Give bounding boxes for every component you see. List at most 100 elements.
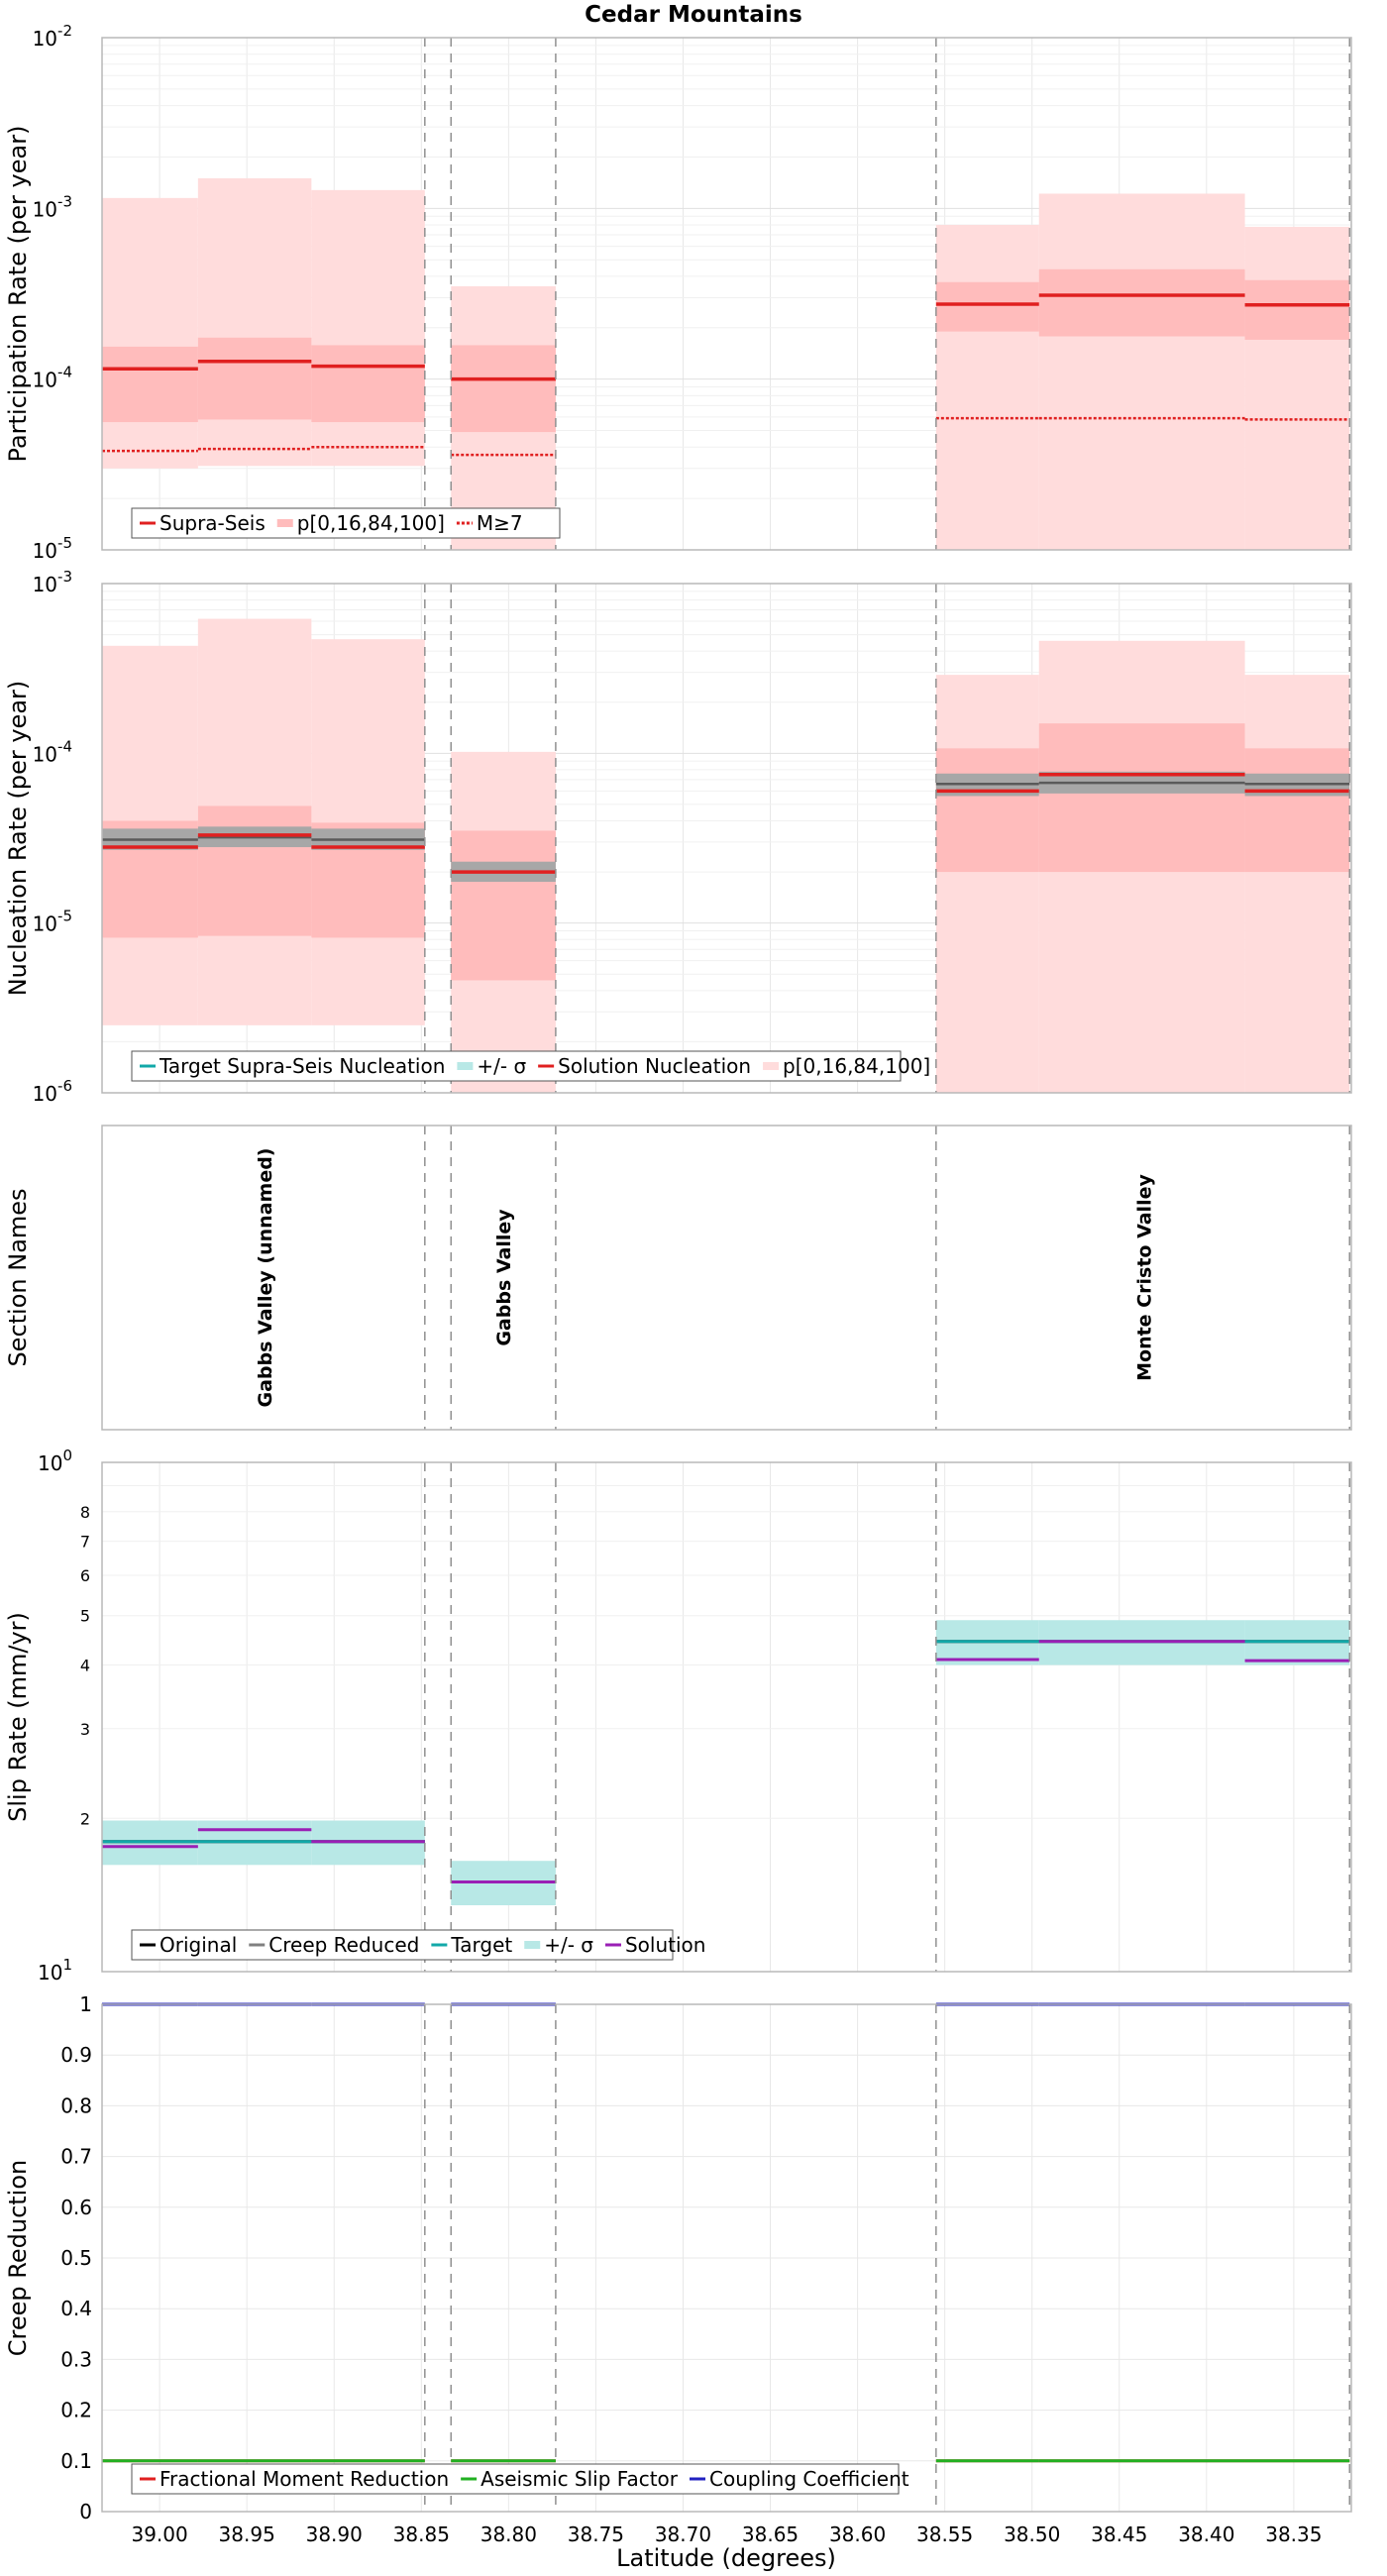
- slip-legend-label: Solution: [625, 1933, 705, 1957]
- participation-p16-p84-band: [102, 346, 198, 423]
- participation-p0-p100-band: [935, 225, 1039, 550]
- sections-panel: Section Names Gabbs Valley (unnamed) Gabbs…: [4, 1125, 1352, 1431]
- participation-p16-p84-band: [451, 345, 556, 433]
- x-tick-label: 39.00: [131, 2522, 187, 2546]
- participation-panel: 10-2 10-3 10-4 10-5 Participation Rate (per …: [4, 22, 1352, 563]
- slip-y-axis-label: Slip Rate (mm/yr): [4, 1612, 32, 1822]
- nucleation-ytick-exponent: -3: [57, 568, 72, 586]
- creep-ytick-label: 0.6: [60, 2196, 92, 2219]
- participation-p0-p100-band: [1244, 226, 1350, 551]
- nucleation-ytick-exponent: -6: [57, 1077, 72, 1095]
- x-tick-label: 38.35: [1265, 2522, 1322, 2546]
- creep-panel: 1 0.9 0.8 0.7 0.6 0.5 0.4 0.3 0.2 0.1 0 Creep Reduc…: [4, 1992, 1352, 2523]
- x-tick-label: 38.55: [916, 2522, 973, 2546]
- slip-minor-tick-label: 6: [80, 1566, 90, 1585]
- creep-ytick-label: 0.8: [60, 2093, 92, 2117]
- slip-minor-tick-label: 3: [80, 1720, 90, 1739]
- section-name-label: Gabbs Valley (unnamed): [255, 1148, 276, 1408]
- x-tick-label: 38.80: [480, 2522, 537, 2546]
- creep-legend-label: Aseismic Slip Factor: [480, 2467, 679, 2491]
- x-tick-label: 38.65: [742, 2522, 799, 2546]
- sections-frame: [101, 1125, 1352, 1431]
- participation-ytick-exponent: -4: [57, 364, 72, 381]
- slip-legend-label: Original: [160, 1933, 237, 1957]
- nucleation-legend-label: Solution Nucleation: [558, 1054, 751, 1078]
- slip-panel: 100 101 8 7 6 5 4 3 2 Slip Rate (mm/yr) Original Cr…: [4, 1447, 1352, 1985]
- creep-y-axis-label: Creep Reduction: [4, 2160, 32, 2356]
- x-tick-label: 38.50: [1004, 2522, 1060, 2546]
- creep-ytick-label: 1: [79, 1992, 92, 2016]
- nucleation-ytick-label: 10-6: [33, 1077, 72, 1106]
- nucleation-ytick-exponent: -4: [57, 737, 72, 755]
- participation-p0-p100-band: [311, 189, 425, 467]
- x-tick-label: 38.90: [306, 2522, 363, 2546]
- x-tick-label: 38.85: [393, 2522, 450, 2546]
- creep-legend-box: [131, 2463, 900, 2495]
- x-axis-label: Latitude (degrees): [616, 2544, 836, 2572]
- participation-p16-p84-band: [1244, 279, 1350, 340]
- nucleation-legend-label: p[0,16,84,100]: [783, 1054, 930, 1078]
- creep-ytick-label: 0.7: [60, 2145, 92, 2169]
- nucleation-p0-p100-band: [935, 675, 1039, 1093]
- creep-ytick-label: 0: [79, 2500, 92, 2523]
- slip-legend-box: [131, 1929, 674, 1961]
- participation-ytick-label: 10-5: [33, 534, 72, 563]
- slip-legend-label: Creep Reduced: [268, 1933, 419, 1957]
- nucleation-p16-p84-band: [1038, 723, 1245, 873]
- slip-legend: Original Creep Reduced Target +/- σ Solution: [131, 1929, 705, 1961]
- participation-p0-p100-band: [1038, 193, 1245, 550]
- x-tick-label: 38.40: [1178, 2522, 1234, 2546]
- chart-title: Cedar Mountains: [585, 2, 802, 28]
- creep-gridlines: [102, 2003, 1351, 2513]
- creep-ytick-label: 0.1: [60, 2449, 92, 2473]
- nucleation-p16-p84-band: [935, 748, 1039, 873]
- slip-minor-tick-label: 2: [80, 1809, 90, 1828]
- x-tick-label: 38.70: [655, 2522, 711, 2546]
- participation-legend-label: Supra-Seis: [160, 511, 266, 535]
- nucleation-panel: 10-3 10-4 10-5 10-6 Nucleation Rate (per yea…: [4, 568, 1352, 1106]
- nucleation-ytick-label: 10-5: [33, 908, 72, 936]
- participation-legend-label: M≥7: [477, 511, 523, 535]
- nucleation-p16-p84-band: [1244, 748, 1350, 873]
- participation-ytick-exponent: -2: [57, 22, 72, 40]
- participation-frame: [101, 37, 1352, 551]
- nucleation-p16-p84-band: [197, 805, 312, 936]
- participation-legend-label: p[0,16,84,100]: [297, 511, 445, 535]
- nucleation-frame: [101, 583, 1352, 1094]
- nucleation-legend-label: Target Supra-Seis Nucleation: [159, 1054, 445, 1078]
- slip-ytick-label: 101: [38, 1956, 72, 1985]
- nucleation-ytick-label: 10-4: [33, 737, 72, 766]
- creep-legend-label: Fractional Moment Reduction: [160, 2467, 449, 2491]
- creep-ytick-label: 0.5: [60, 2246, 92, 2270]
- creep-frame: [101, 2003, 1352, 2513]
- participation-p16-p84-band: [935, 281, 1039, 332]
- nucleation-ytick-exponent: -5: [57, 908, 72, 925]
- section-name-label: Monte Cristo Valley: [1133, 1174, 1155, 1381]
- slip-legend-label: Target: [450, 1933, 512, 1957]
- participation-ytick-label: 10-3: [33, 192, 72, 221]
- slip-minor-tick-label: 8: [80, 1503, 90, 1522]
- creep-ytick-label: 0.4: [60, 2297, 92, 2320]
- slip-ytick-label: 100: [38, 1447, 72, 1475]
- nucleation-legend-label: +/- σ: [477, 1054, 526, 1078]
- creep-ytick-label: 0.9: [60, 2043, 92, 2067]
- participation-legend-box: [131, 507, 561, 539]
- participation-y-axis-label: Participation Rate (per year): [4, 126, 32, 463]
- creep-ytick-label: 0.3: [60, 2347, 92, 2371]
- slip-minor-tick-label: 5: [80, 1607, 90, 1626]
- x-tick-label: 38.60: [829, 2522, 886, 2546]
- slip-legend-label: +/- σ: [544, 1933, 593, 1957]
- creep-ytick-label: 0.2: [60, 2399, 92, 2422]
- x-tick-label: 38.95: [219, 2522, 275, 2546]
- nucleation-p16-p84-band: [451, 830, 556, 981]
- slip-ytick-exponent: 1: [62, 1956, 72, 1974]
- participation-legend: Supra-Seis p[0,16,84,100] M≥7: [131, 507, 561, 539]
- participation-p16-p84-band: [311, 345, 425, 423]
- slip-frame: [101, 1461, 1352, 1973]
- slip-gridlines: [102, 1462, 1351, 1973]
- participation-ytick-label: 10-2: [33, 22, 72, 51]
- creep-legend: Fractional Moment Reduction Aseismic Slip…: [131, 2463, 909, 2495]
- slip-ytick-exponent: 0: [62, 1447, 72, 1464]
